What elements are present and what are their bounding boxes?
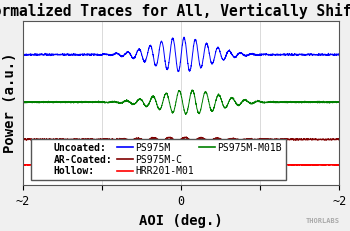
Legend: Uncoated:, AR-Coated:, Hollow:, PS975M, PS975M-C, HRR201-M01, PS975M-M01B, , : Uncoated:, AR-Coated:, Hollow:, PS975M, …: [31, 139, 286, 180]
Y-axis label: Power (a.u.): Power (a.u.): [4, 53, 18, 153]
Title: Normalized Traces for All, Vertically Shifted: Normalized Traces for All, Vertically Sh…: [0, 3, 350, 19]
X-axis label: AOI (deg.): AOI (deg.): [139, 213, 223, 228]
Text: THORLABS: THORLABS: [306, 218, 340, 224]
